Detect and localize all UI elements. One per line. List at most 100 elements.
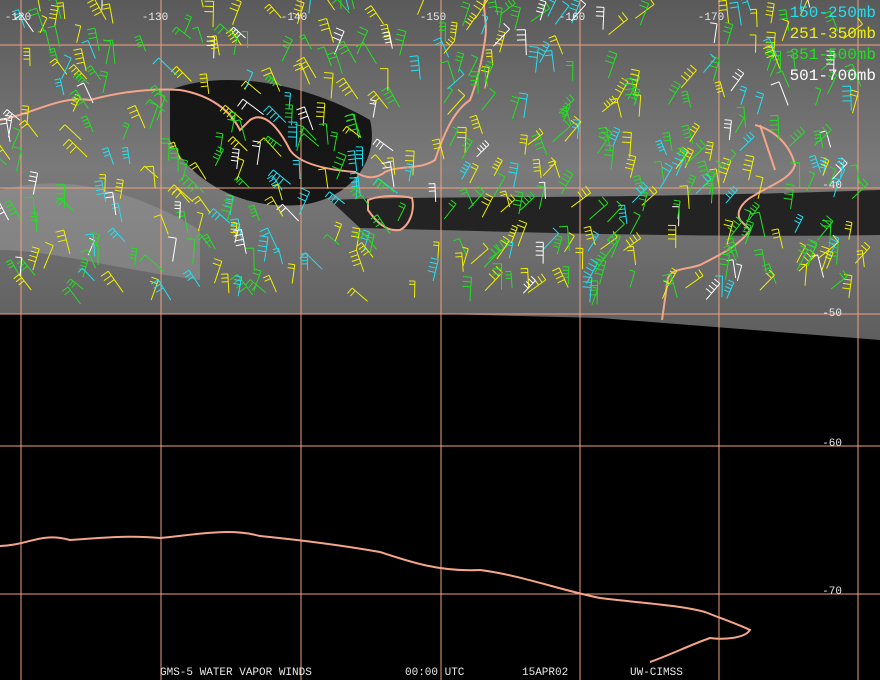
wind-barb: [334, 221, 343, 242]
wind-barb: [662, 273, 678, 298]
wind-barb: [61, 286, 81, 305]
wind-barb: [552, 234, 563, 255]
wind-barb: [753, 248, 767, 273]
wind-barb: [257, 235, 269, 262]
wind-barb: [718, 0, 730, 24]
wind-barb: [99, 174, 106, 193]
wind-barb: [440, 60, 456, 83]
wind-barb: [680, 64, 697, 89]
wind-barb: [673, 199, 681, 220]
wind-barb: [510, 5, 521, 31]
wind-barb: [824, 250, 834, 269]
wind-barb: [571, 0, 587, 22]
wind-barb: [308, 0, 311, 14]
wind-barb: [844, 220, 853, 240]
wind-barb: [298, 34, 312, 50]
wind-barb: [740, 0, 752, 12]
wind-barb: [487, 0, 499, 16]
wind-barb: [11, 127, 21, 150]
wind-barb: [722, 21, 734, 46]
wind-barb: [152, 57, 177, 76]
wind-barb: [749, 34, 757, 53]
wind-barb: [827, 71, 838, 95]
wind-barb: [796, 245, 809, 271]
wind-barb: [86, 27, 100, 51]
wind-barb: [122, 122, 130, 140]
wind-barb: [689, 122, 700, 143]
wind-barb: [48, 4, 59, 28]
wind-barb: [460, 1, 471, 27]
wind-barb: [477, 66, 489, 87]
wind-barb: [547, 0, 557, 17]
wind-barb: [66, 278, 84, 290]
wind-barb: [607, 217, 625, 241]
wind-barb: [386, 157, 396, 175]
wind-barb: [465, 12, 477, 31]
wind-barb: [27, 246, 40, 271]
wind-barb: [518, 92, 528, 119]
wind-barb: [257, 137, 282, 157]
wind-barb: [786, 50, 796, 70]
wind-barb: [443, 36, 456, 54]
wind-barb: [230, 148, 240, 169]
wind-barb: [662, 132, 673, 152]
wind-barb: [469, 114, 483, 134]
latitude-label: -40: [822, 180, 842, 192]
wind-barb: [569, 0, 581, 24]
wind-barb: [297, 187, 311, 215]
wind-barb: [101, 0, 103, 11]
wind-barb: [431, 138, 445, 160]
wind-barb: [842, 274, 853, 298]
wind-barb: [492, 263, 503, 290]
wind-barb: [601, 95, 617, 113]
wind-barb: [562, 266, 570, 285]
wind-barb: [356, 26, 369, 55]
moist-region: [0, 183, 200, 280]
wind-barb: [721, 149, 737, 169]
wind-barb: [808, 154, 822, 173]
wind-barb: [778, 9, 790, 31]
wind-barb: [433, 241, 440, 259]
wind-barb: [470, 242, 489, 265]
wind-barb: [528, 46, 539, 73]
wind-barb: [74, 24, 82, 43]
wind-barb: [851, 178, 869, 199]
wind-barb: [629, 269, 636, 288]
wind-barb: [755, 91, 765, 115]
wind-barb: [348, 249, 365, 273]
wind-barb: [609, 126, 621, 148]
footer-source: UW-CIMSS: [630, 667, 683, 679]
wind-barb: [723, 279, 735, 299]
wind-barb: [100, 270, 124, 293]
wind-barb: [468, 54, 479, 77]
wind-barb: [537, 40, 550, 63]
wind-barb: [37, 0, 41, 12]
legend-entry: 251-350mb: [790, 25, 876, 43]
wind-barb: [476, 140, 490, 158]
wind-barb: [468, 186, 485, 210]
wind-barb: [149, 84, 168, 103]
wind-barb: [14, 14, 34, 33]
wind-barb: [763, 45, 781, 69]
wind-barb: [417, 0, 425, 15]
wind-barb: [394, 28, 407, 56]
wind-barb: [447, 89, 466, 115]
wind-barb: [227, 111, 237, 133]
wind-barb: [704, 141, 714, 161]
wind-barb: [462, 276, 472, 302]
wind-barb: [332, 27, 345, 55]
footer-date: 15APR02: [522, 667, 568, 679]
wind-barb: [621, 131, 632, 158]
wind-barb: [161, 138, 170, 161]
wind-barb: [695, 173, 712, 195]
wind-barb: [172, 188, 190, 204]
wind-barb: [87, 0, 107, 21]
wind-barb: [755, 175, 764, 199]
antarctica-coast: [0, 531, 752, 663]
wind-barb: [347, 150, 358, 172]
wind-barb: [677, 147, 687, 166]
wind-barb: [408, 280, 416, 298]
wind-barb: [438, 22, 446, 42]
wind-barb: [608, 12, 628, 35]
